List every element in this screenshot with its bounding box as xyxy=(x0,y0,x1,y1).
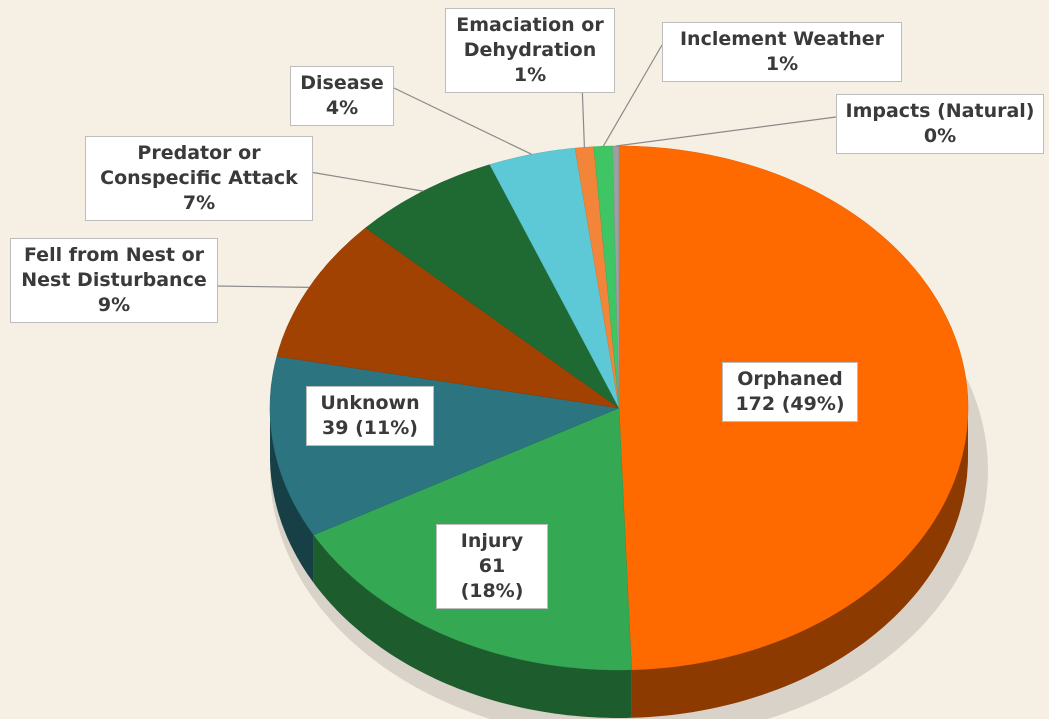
data-label: Injury 61 (18%) xyxy=(436,524,548,609)
leader-line xyxy=(615,116,837,147)
value-label: 7% xyxy=(182,192,216,214)
data-label: Impacts (Natural) 0% xyxy=(836,94,1044,154)
value-label: 0% xyxy=(923,125,957,147)
data-label: Fell from Nest or Nest Disturbance 9% xyxy=(10,238,218,323)
category-label: Predator or Conspecific Attack xyxy=(100,142,298,189)
data-label: Disease 4% xyxy=(290,66,394,126)
slice xyxy=(276,227,620,409)
value-label: 39 (11%) xyxy=(322,417,418,439)
category-label: Impacts (Natural) xyxy=(845,100,1035,122)
slice-side xyxy=(270,408,314,583)
data-label: Orphaned 172 (49%) xyxy=(722,362,858,422)
value-label: 4% xyxy=(325,97,359,119)
category-label: Inclement Weather xyxy=(679,28,885,50)
value-label: 9% xyxy=(97,294,131,316)
category-label: Orphaned xyxy=(737,368,843,390)
leader-line xyxy=(602,44,663,147)
category-label: Fell from Nest or Nest Disturbance xyxy=(21,244,207,291)
data-label: Emaciation or Dehydration 1% xyxy=(445,8,615,93)
data-label: Inclement Weather 1% xyxy=(662,22,902,82)
category-label: Injury xyxy=(460,530,524,552)
value-label: 172 (49%) xyxy=(735,393,845,415)
slice xyxy=(612,145,620,409)
category-label: Unknown xyxy=(320,392,420,414)
leader-line xyxy=(214,285,310,288)
data-label: Predator or Conspecific Attack 7% xyxy=(85,136,313,221)
category-label: Disease xyxy=(300,72,384,94)
data-label: Unknown 39 (11%) xyxy=(306,386,434,446)
value-label: 61 (18%) xyxy=(460,555,524,602)
leader-line xyxy=(393,87,532,155)
value-label: 1% xyxy=(765,53,799,75)
slice-side xyxy=(313,534,632,718)
value-label: 1% xyxy=(513,64,547,86)
category-label: Emaciation or Dehydration xyxy=(456,14,604,61)
leader-line xyxy=(309,171,424,192)
